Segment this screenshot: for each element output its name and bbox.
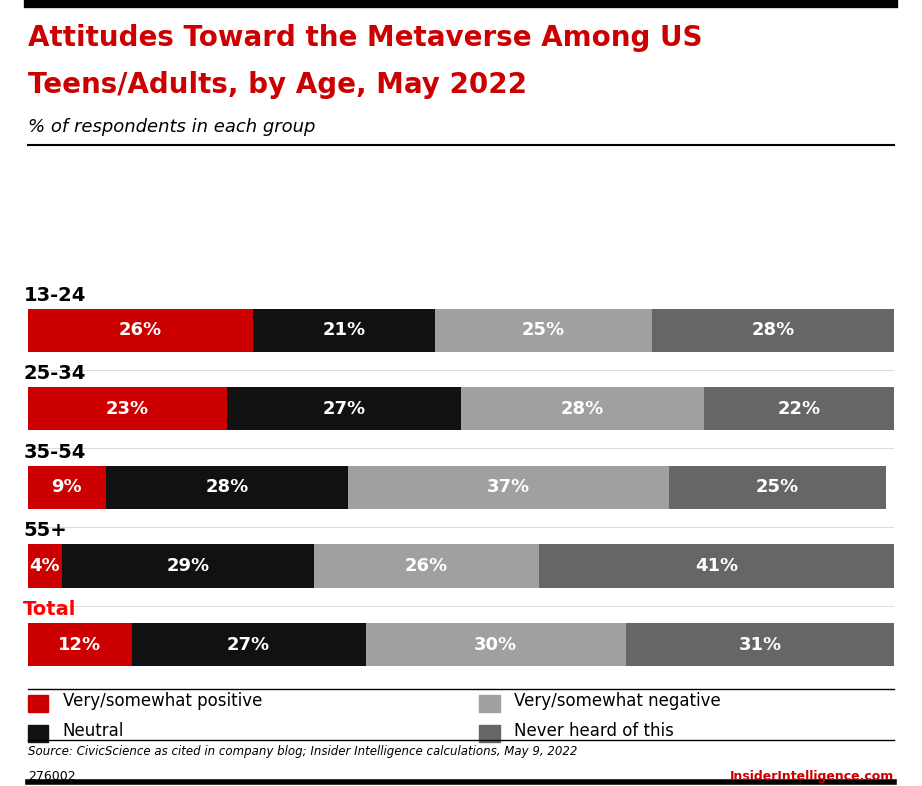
Bar bbox=[669, 465, 886, 509]
Text: 27%: 27% bbox=[323, 400, 365, 417]
Text: 26%: 26% bbox=[119, 321, 162, 339]
Text: 26%: 26% bbox=[405, 557, 448, 575]
Text: 25-34: 25-34 bbox=[23, 364, 86, 383]
Text: 55+: 55+ bbox=[23, 521, 67, 541]
Bar bbox=[366, 623, 626, 666]
Text: Very/somewhat negative: Very/somewhat negative bbox=[514, 692, 721, 710]
Bar bbox=[28, 387, 227, 430]
Text: 4%: 4% bbox=[30, 557, 60, 575]
Text: 37%: 37% bbox=[487, 479, 530, 496]
Text: 22%: 22% bbox=[777, 400, 821, 417]
Bar bbox=[652, 308, 894, 352]
Text: 21%: 21% bbox=[323, 321, 365, 339]
Text: 28%: 28% bbox=[751, 321, 795, 339]
Text: 28%: 28% bbox=[561, 400, 604, 417]
Bar bbox=[313, 544, 539, 588]
Text: 25%: 25% bbox=[522, 321, 565, 339]
Text: Neutral: Neutral bbox=[63, 722, 124, 740]
Bar bbox=[703, 387, 894, 430]
Bar bbox=[28, 623, 132, 666]
Text: Very/somewhat positive: Very/somewhat positive bbox=[63, 692, 262, 710]
Text: 28%: 28% bbox=[206, 479, 249, 496]
Bar bbox=[435, 308, 652, 352]
Text: InsiderIntelligence.com: InsiderIntelligence.com bbox=[730, 770, 894, 784]
Text: Attitudes Toward the Metaverse Among US: Attitudes Toward the Metaverse Among US bbox=[28, 24, 703, 52]
Bar bbox=[132, 623, 366, 666]
Bar bbox=[28, 308, 253, 352]
Text: 12%: 12% bbox=[58, 636, 101, 653]
Bar bbox=[349, 465, 669, 509]
Bar bbox=[28, 544, 63, 588]
Text: 13-24: 13-24 bbox=[23, 285, 86, 304]
Text: 27%: 27% bbox=[227, 636, 270, 653]
Text: 31%: 31% bbox=[739, 636, 782, 653]
Text: Teens/Adults, by Age, May 2022: Teens/Adults, by Age, May 2022 bbox=[28, 71, 526, 99]
Text: 9%: 9% bbox=[52, 479, 82, 496]
Bar bbox=[28, 465, 106, 509]
Text: 41%: 41% bbox=[695, 557, 739, 575]
Text: 29%: 29% bbox=[167, 557, 209, 575]
Text: Never heard of this: Never heard of this bbox=[514, 722, 674, 740]
Text: 30%: 30% bbox=[474, 636, 517, 653]
Bar bbox=[253, 308, 435, 352]
Bar bbox=[461, 387, 703, 430]
Bar bbox=[539, 544, 894, 588]
Bar bbox=[626, 623, 894, 666]
Text: Source: CivicScience as cited in company blog; Insider Intelligence calculations: Source: CivicScience as cited in company… bbox=[28, 745, 577, 758]
Text: 276002: 276002 bbox=[28, 770, 76, 784]
Text: Total: Total bbox=[23, 600, 77, 619]
Text: % of respondents in each group: % of respondents in each group bbox=[28, 118, 315, 136]
Text: 23%: 23% bbox=[106, 400, 148, 417]
Text: 25%: 25% bbox=[756, 479, 798, 496]
Text: 35-54: 35-54 bbox=[23, 443, 86, 461]
Bar bbox=[106, 465, 349, 509]
Bar bbox=[63, 544, 313, 588]
Bar bbox=[227, 387, 461, 430]
